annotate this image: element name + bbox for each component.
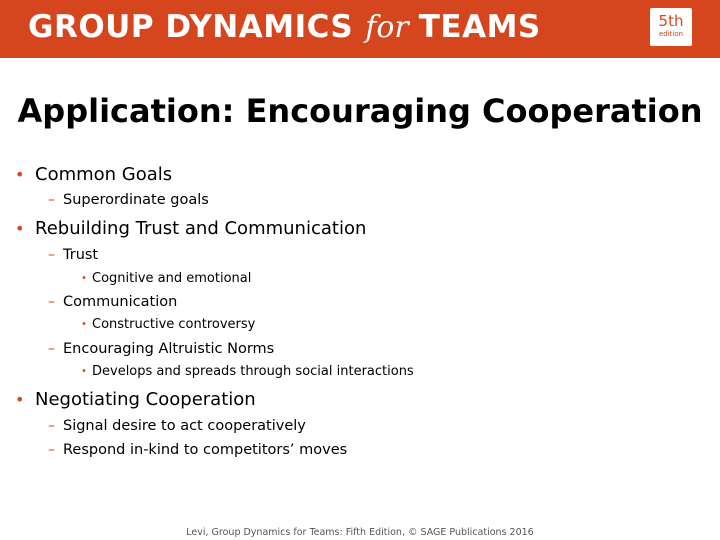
bullet-level3: • Cognitive and emotional xyxy=(0,271,251,286)
bullet-text: Encouraging Altruistic Norms xyxy=(63,341,275,357)
bullet-text: Communication xyxy=(63,294,178,310)
bullet-level2: – Signal desire to act cooperatively xyxy=(0,418,306,434)
bullet-text: Signal desire to act cooperatively xyxy=(63,418,306,434)
bullet-dash-icon: – xyxy=(48,294,55,310)
slide-title: Application: Encouraging Cooperation xyxy=(17,92,703,130)
bullet-dash-icon: – xyxy=(48,247,55,263)
edition-number: 5th xyxy=(658,12,684,30)
bullet-text: Negotiating Cooperation xyxy=(35,389,256,410)
edition-badge: 5th edition xyxy=(650,8,692,46)
bullet-text: Respond in-kind to competitors’ moves xyxy=(63,442,348,458)
bullet-text: Rebuilding Trust and Communication xyxy=(35,218,367,239)
edition-word: edition xyxy=(658,30,684,38)
header-banner: GROUP DYNAMICS for TEAMS 5th edition xyxy=(0,0,720,58)
bullet-level1: • Negotiating Cooperation xyxy=(0,389,256,410)
bullet-dot-icon: • xyxy=(15,165,25,184)
bullet-text: Trust xyxy=(63,247,99,263)
book-title-part2: TEAMS xyxy=(418,9,541,45)
bullet-level2: – Trust xyxy=(0,247,98,263)
bullet-text: Common Goals xyxy=(35,164,173,185)
bullet-text: Cognitive and emotional xyxy=(92,271,252,286)
bullet-text: Develops and spreads through social inte… xyxy=(92,364,414,379)
bullet-text: Superordinate goals xyxy=(63,192,209,208)
bullet-level3: • Develops and spreads through social in… xyxy=(0,364,414,379)
bullet-level2: – Communication xyxy=(0,294,177,310)
bullet-small-dot-icon: • xyxy=(81,319,87,330)
bullet-text: Constructive controversy xyxy=(92,317,256,332)
book-title-for: for xyxy=(365,10,409,45)
book-title: GROUP DYNAMICS for TEAMS xyxy=(28,9,541,49)
bullet-level1: • Rebuilding Trust and Communication xyxy=(0,218,366,239)
bullet-level2: – Respond in-kind to competitors’ moves xyxy=(0,442,347,458)
book-title-part1: GROUP DYNAMICS xyxy=(28,9,354,45)
bullet-small-dot-icon: • xyxy=(81,273,87,284)
bullet-dash-icon: – xyxy=(48,418,55,434)
bullet-level2: – Superordinate goals xyxy=(0,192,209,208)
bullet-level1: • Common Goals xyxy=(0,164,172,185)
bullet-dash-icon: – xyxy=(48,192,55,208)
bullet-dash-icon: – xyxy=(48,442,55,458)
bullet-dash-icon: – xyxy=(48,341,55,357)
footer-citation: Levi, Group Dynamics for Teams: Fifth Ed… xyxy=(186,527,534,538)
bullet-level3: • Constructive controversy xyxy=(0,317,255,332)
bullet-dot-icon: • xyxy=(15,219,25,238)
bullet-small-dot-icon: • xyxy=(81,366,87,377)
bullet-dot-icon: • xyxy=(15,390,25,409)
bullet-level2: – Encouraging Altruistic Norms xyxy=(0,341,274,357)
